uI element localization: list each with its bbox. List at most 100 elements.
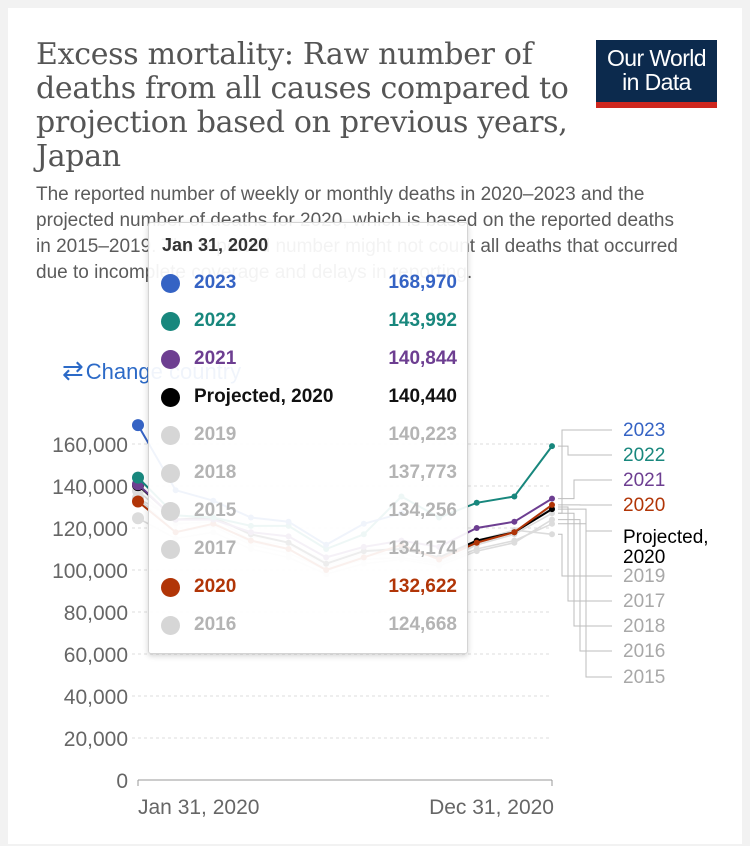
y-tick-label: 120,000 (52, 518, 128, 541)
tooltip-series-name: 2018 (194, 462, 237, 483)
legend-connector (558, 533, 612, 577)
tooltip-row: 2021 140,844 (149, 345, 469, 375)
legend-label[interactable]: 2020 (623, 495, 665, 516)
x-axis: Jan 31, 2020 Dec 31, 2020 (137, 779, 554, 819)
legend-label[interactable]: 2018 (623, 616, 665, 637)
tooltip-row: 2019 140,223 (149, 421, 469, 451)
y-tick-label: 100,000 (52, 560, 128, 583)
data-point (549, 501, 555, 508)
tooltip-swatch (161, 312, 180, 331)
legend-label[interactable]: 2016 (623, 641, 665, 662)
legend-connector (558, 429, 612, 514)
legend-connector (558, 445, 612, 456)
y-tick-label: 40,000 (64, 686, 128, 709)
tooltip-swatch (161, 616, 180, 635)
tooltip-swatch (161, 426, 180, 445)
owid-logo[interactable]: Our World in Data (596, 40, 717, 108)
y-tick-label: 140,000 (52, 476, 128, 499)
tooltip-series-name: 2020 (194, 576, 237, 597)
data-point (549, 443, 555, 450)
tooltip-swatch (161, 502, 180, 521)
y-axis: 0 20,000 40,000 60,000 80,000 100,000 120,000 1… (52, 434, 128, 793)
tooltip-row: 2018 137,773 (149, 459, 469, 489)
legend-label[interactable]: 2023 (623, 420, 665, 441)
legend-label[interactable]: 2021 (623, 470, 665, 491)
tooltip: Jan 31, 2020 2023 168,970 2022 143,992 2021 1… (148, 222, 468, 654)
legend-connector (558, 523, 612, 678)
data-point (549, 520, 555, 527)
tooltip-swatch (161, 578, 180, 597)
legend-connector (558, 479, 612, 500)
tooltip-swatch (161, 350, 180, 369)
tooltip-row: 2016 124,668 (149, 611, 469, 641)
tooltip-series-name: 2016 (194, 614, 237, 635)
tooltip-series-value: 140,844 (388, 348, 457, 369)
y-tick-label: 160,000 (52, 434, 128, 457)
logo-line-2: in Data (622, 69, 691, 95)
tooltip-series-value: 134,256 (388, 500, 457, 521)
tooltip-swatch (161, 388, 180, 407)
tooltip-row: 2017 134,174 (149, 535, 469, 565)
data-point (473, 499, 480, 506)
data-point (473, 525, 480, 531)
tooltip-series-value: 124,668 (388, 614, 457, 635)
data-point (549, 531, 555, 538)
tooltip-row: 2022 143,992 (149, 307, 469, 337)
data-point (132, 512, 144, 525)
tooltip-series-name: 2019 (194, 424, 237, 445)
chart-title: Excess mortality: Raw number of deaths f… (36, 37, 569, 174)
legend-label[interactable]: 2019 (623, 566, 665, 587)
tooltip-series-name: Projected, 2020 (194, 386, 334, 407)
data-point (511, 518, 518, 525)
tooltip-series-name: 2021 (194, 348, 237, 369)
legend-label[interactable]: 2017 (623, 591, 665, 612)
data-point (549, 510, 555, 517)
tooltip-series-value: 140,223 (388, 424, 457, 445)
legend-label[interactable]: 2015 (623, 667, 665, 688)
legend-connector (558, 506, 612, 602)
tooltip-swatch (161, 274, 180, 293)
legend-connector (558, 519, 612, 652)
data-point (132, 471, 144, 484)
tooltip-row: 2020 132,622 (149, 573, 469, 603)
tooltip-swatch (161, 540, 180, 559)
logo-line-1: Our World (607, 45, 707, 71)
tooltip-series-name: 2017 (194, 538, 237, 559)
x-tick-label-end: Dec 31, 2020 (429, 796, 554, 819)
data-point (549, 506, 555, 513)
tooltip-row: 2023 168,970 (149, 269, 469, 299)
data-point (132, 419, 144, 432)
legend-label[interactable]: 2022 (623, 445, 665, 466)
y-tick-label: 0 (116, 770, 128, 793)
tooltip-series-name: 2023 (194, 272, 237, 293)
tooltip-title: Jan 31, 2020 (162, 235, 269, 255)
tooltip-series-value: 140,440 (388, 386, 457, 407)
legend-label[interactable]: Projected, 2020 (623, 527, 709, 568)
data-point (511, 493, 518, 500)
data-point (473, 548, 480, 555)
data-point (132, 495, 144, 508)
tooltip-series-name: 2015 (194, 500, 237, 521)
data-point (511, 539, 518, 546)
tooltip-row: 2015 134,256 (149, 497, 469, 527)
data-point (549, 495, 555, 502)
legend-connector (558, 512, 612, 627)
data-point (511, 529, 518, 536)
tooltip-series-value: 168,970 (388, 272, 457, 293)
data-point (473, 539, 480, 546)
y-tick-label: 80,000 (64, 602, 128, 625)
legend-connector (558, 508, 612, 532)
y-tick-label: 60,000 (64, 644, 128, 667)
tooltip-series-value: 134,174 (388, 538, 457, 559)
swap-arrows-icon: ⇄ (62, 355, 84, 385)
tooltip-series-value: 143,992 (388, 310, 457, 331)
tooltip-series-name: 2022 (194, 310, 237, 331)
x-tick-label-start: Jan 31, 2020 (138, 796, 259, 819)
tooltip-row: Projected, 2020 140,440 (149, 383, 469, 413)
data-point (549, 516, 555, 523)
y-tick-label: 20,000 (64, 728, 128, 751)
tooltip-series-value: 137,773 (388, 462, 457, 483)
tooltip-swatch (161, 464, 180, 483)
tooltip-series-value: 132,622 (388, 576, 457, 597)
